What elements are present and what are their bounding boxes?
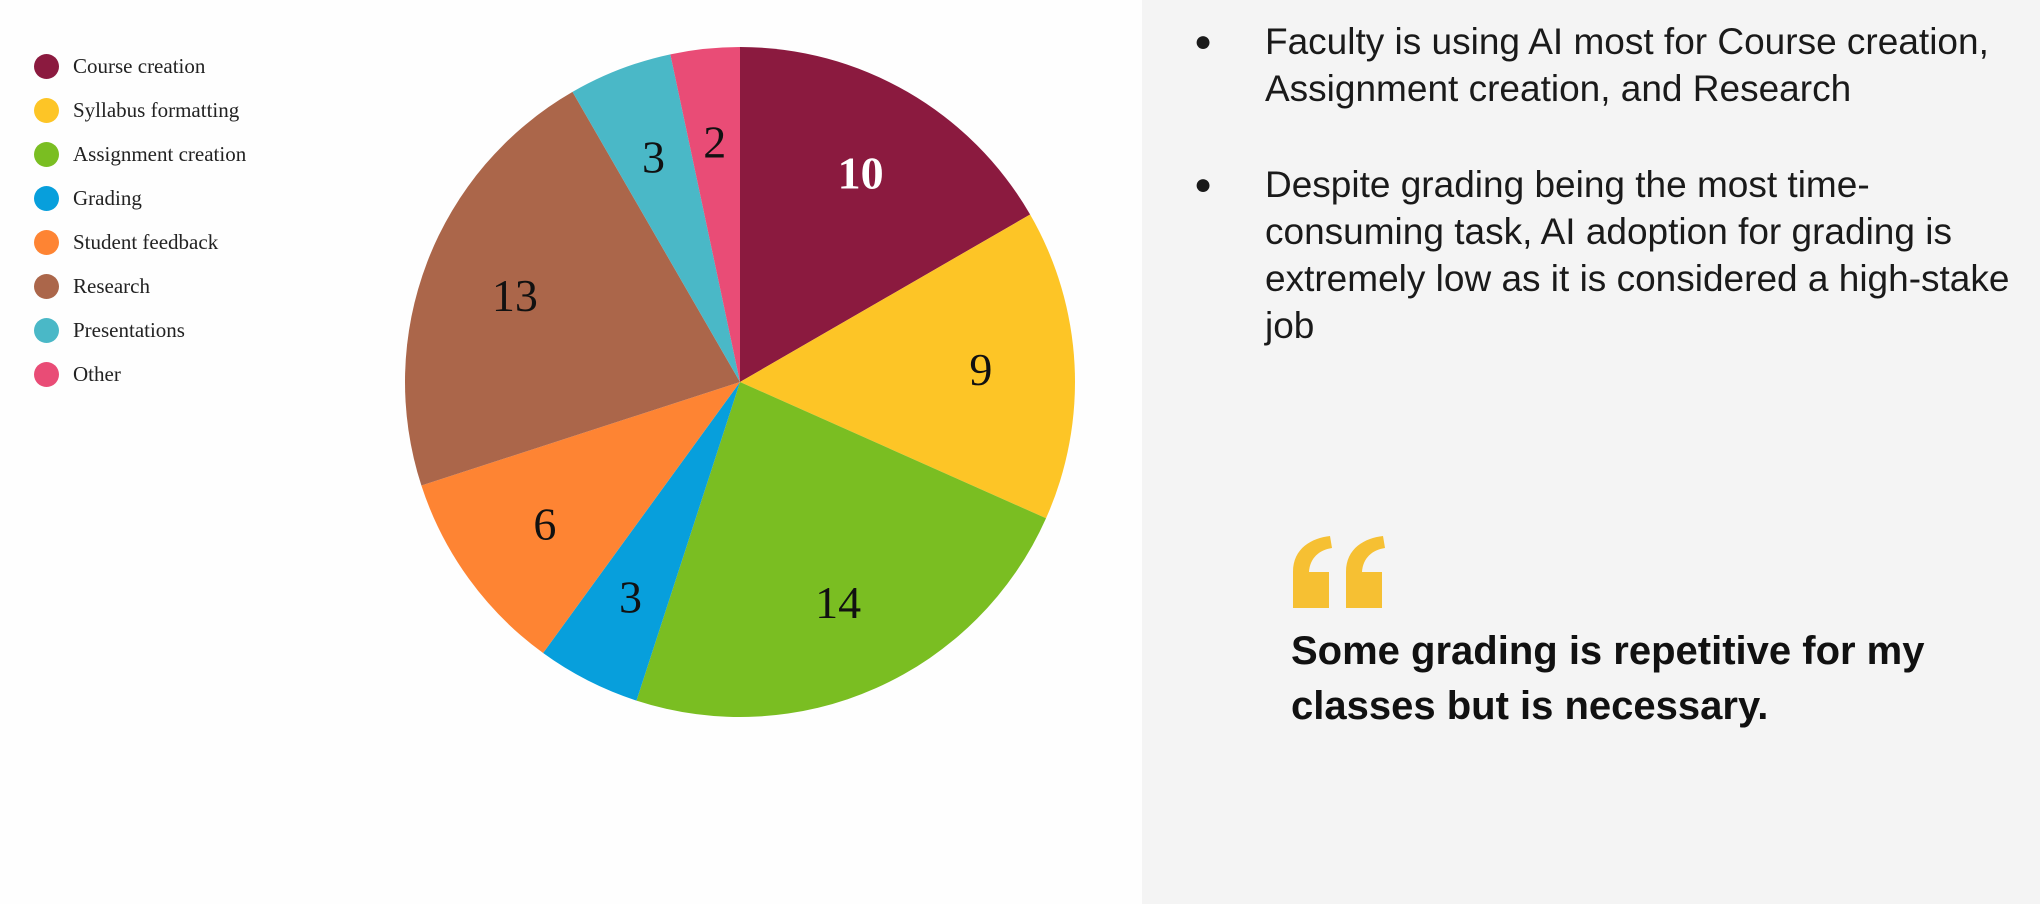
legend-item: Assignment creation (34, 132, 246, 176)
quote-mark-icon (1293, 536, 1385, 608)
pie-slice-label: 6 (533, 498, 556, 549)
pie-slice (543, 382, 740, 701)
legend-label: Other (73, 361, 121, 386)
legend-swatch (34, 273, 59, 299)
quote-text: Some grading is repetitive for my classe… (1291, 629, 1925, 728)
bullet-dot: ● (1194, 168, 1213, 201)
legend-label: Research (73, 273, 150, 298)
pie-slice (740, 214, 1075, 519)
legend-swatch (34, 361, 59, 387)
legend-item: Research (34, 264, 246, 308)
legend-swatch (34, 53, 59, 79)
bullet-item: ● Despite grading being the most time-co… (1190, 161, 2030, 349)
pie-slice-label: 10 (838, 148, 884, 199)
legend-label: Syllabus formatting (73, 97, 240, 122)
legend-label: Grading (73, 185, 142, 210)
legend-item: Other (34, 352, 246, 396)
pie-slice-label: 9 (969, 344, 992, 395)
legend-item: Syllabus formatting (34, 88, 246, 132)
legend-label: Student feedback (73, 229, 219, 254)
legend-item: Course creation (34, 44, 246, 88)
legend-swatch (34, 229, 59, 255)
notes-panel (1142, 0, 2040, 904)
legend-label: Course creation (73, 53, 206, 78)
legend: Course creation Syllabus formatting Assi… (34, 44, 246, 396)
legend-label: Presentations (73, 317, 185, 342)
legend-label: Assignment creation (73, 141, 247, 166)
pie-slice (572, 54, 740, 382)
pie-slice (421, 382, 740, 654)
pie-slice-label: 14 (815, 577, 861, 628)
pie-slice-label: 3 (619, 571, 642, 622)
pie-slice (740, 47, 1031, 382)
bullet-text: Faculty is using AI most for Course crea… (1265, 21, 1989, 109)
pie-slice-label: 13 (492, 270, 538, 321)
bullet-item: ● Faculty is using AI most for Course cr… (1190, 18, 2030, 112)
pie-slice-label: 3 (642, 131, 665, 182)
bullet-text: Despite grading being the most time-cons… (1265, 164, 2010, 346)
legend-item: Presentations (34, 308, 246, 352)
pie-slice (636, 382, 1047, 717)
pie-slice (670, 47, 740, 382)
legend-swatch (34, 317, 59, 343)
legend-swatch (34, 185, 59, 211)
legend-swatch (34, 97, 59, 123)
legend-item: Student feedback (34, 220, 246, 264)
bullet-dot: ● (1194, 25, 1213, 58)
pie-slice-label: 2 (703, 117, 726, 168)
bullet-list: ● Faculty is using AI most for Course cr… (1190, 18, 2030, 398)
legend-swatch (34, 141, 59, 167)
legend-item: Grading (34, 176, 246, 220)
pie-slice (405, 91, 740, 486)
